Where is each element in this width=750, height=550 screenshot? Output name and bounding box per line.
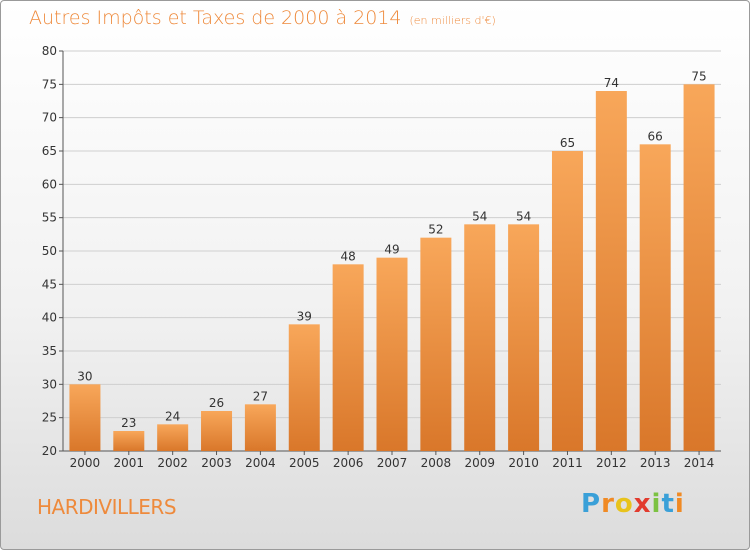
data-label: 23 <box>121 416 136 430</box>
x-tick-label: 2005 <box>289 456 320 470</box>
y-tick-label: 50 <box>42 244 57 258</box>
y-tick-label: 35 <box>42 344 57 358</box>
data-label: 54 <box>516 209 531 223</box>
y-tick-label: 30 <box>42 377 57 391</box>
x-tick-label: 2008 <box>421 456 452 470</box>
y-tick-label: 55 <box>42 211 57 225</box>
bars <box>69 84 715 452</box>
place-name: HARDIVILLERS <box>37 495 177 519</box>
chart-subtitle: (en milliers d'€) <box>409 14 496 27</box>
chart-title: Autres Impôts et Taxes de 2000 à 2014 (en… <box>29 7 496 29</box>
x-tick-label: 2007 <box>377 456 408 470</box>
x-tick-label: 2004 <box>245 456 276 470</box>
y-tick-label: 40 <box>42 311 57 325</box>
x-tick-label: 2013 <box>640 456 671 470</box>
data-label: 48 <box>340 249 355 263</box>
x-tick-label: 2001 <box>114 456 145 470</box>
data-label: 65 <box>560 136 575 150</box>
logo-letter: i <box>651 489 662 519</box>
y-tick-label: 75 <box>42 77 57 91</box>
data-label: 52 <box>428 223 443 237</box>
bar <box>332 264 364 451</box>
bar <box>157 424 189 451</box>
bar <box>551 151 583 451</box>
x-tick-label: 2011 <box>552 456 583 470</box>
logo-letter: o <box>614 489 634 519</box>
bar <box>420 237 452 451</box>
y-tick-label: 45 <box>42 277 57 291</box>
bar <box>639 144 671 452</box>
x-tick-label: 2002 <box>157 456 188 470</box>
y-tick-label: 60 <box>42 177 57 191</box>
logo-letter: P <box>581 489 602 519</box>
data-label: 49 <box>384 243 399 257</box>
logo-letter: t <box>661 489 675 519</box>
logo-letter: r <box>601 489 615 519</box>
y-tick-label: 80 <box>42 44 57 58</box>
y-tick-label: 25 <box>42 411 57 425</box>
x-tick-label: 2006 <box>333 456 364 470</box>
chart-title-text: Autres Impôts et Taxes de 2000 à 2014 <box>29 7 402 29</box>
x-tick-label: 2012 <box>596 456 627 470</box>
bar <box>595 91 627 451</box>
proxiti-logo: Proxiti <box>581 489 685 519</box>
data-label: 26 <box>209 396 224 410</box>
data-label: 39 <box>297 309 312 323</box>
data-label: 30 <box>77 369 92 383</box>
x-tick-label: 2009 <box>464 456 495 470</box>
bar <box>464 224 496 451</box>
bar <box>683 84 715 451</box>
bar <box>376 257 408 451</box>
bar <box>244 404 276 451</box>
bar <box>201 411 233 451</box>
data-label: 27 <box>253 389 268 403</box>
bar <box>113 431 145 451</box>
data-labels: 30 23 24 26 27 39 48 49 52 54 54 65 74 66 75 <box>77 69 706 430</box>
data-label: 75 <box>691 69 706 83</box>
y-tick-label: 20 <box>42 444 57 458</box>
logo-letter: x <box>633 489 652 519</box>
data-label: 66 <box>648 129 663 143</box>
data-label: 74 <box>604 76 619 90</box>
bar <box>288 324 320 451</box>
x-tick-label: 2003 <box>201 456 232 470</box>
bar <box>508 224 540 451</box>
y-tick-label: 70 <box>42 111 57 125</box>
y-tick-label: 65 <box>42 144 57 158</box>
data-label: 54 <box>472 209 487 223</box>
logo-letter: i <box>674 489 685 519</box>
data-label: 24 <box>165 409 180 423</box>
x-tick-label: 2014 <box>684 456 715 470</box>
x-tick-label: 2010 <box>508 456 539 470</box>
x-tick-label: 2000 <box>70 456 101 470</box>
bar <box>69 384 101 451</box>
axes: 20 25 30 35 40 45 50 55 60 65 70 75 80 2000 2001 2002 20… <box>42 44 721 470</box>
